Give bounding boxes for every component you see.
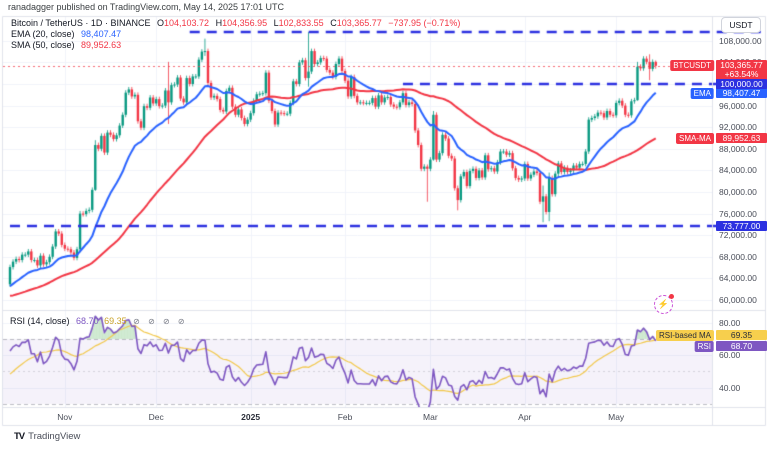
price-tick-label: 60,000.00 (719, 295, 757, 305)
symbol-name: Bitcoin / TetherUS (11, 18, 83, 28)
last-price: 103,365.77 (720, 59, 763, 70)
change-percent: +63.54% (724, 69, 759, 80)
time-tick-month: May (608, 412, 625, 422)
sma-title: SMA (50, close) (11, 40, 75, 50)
line-price-box[interactable]: 100,000.00 (716, 79, 767, 89)
price-tick-label: 76,000.00 (719, 208, 757, 219)
rsi-value-box[interactable]: 68.70 (716, 340, 767, 351)
price-tick-label: 88,000.00 (719, 143, 757, 154)
tradingview-logo-text: TradingView (28, 431, 81, 442)
rsi-legend-row[interactable]: RSI (14, close) 68.70 69.35 ⊘ ⊘ ⊘ ⊘ (10, 316, 188, 326)
lightning-icon: ⚡ (657, 299, 670, 309)
price-tick-label: 108,000.00 (719, 35, 762, 46)
ema-legend-row[interactable]: EMA (20, close) 98,407.47 (11, 29, 460, 40)
time-tick-month: Feb (337, 412, 353, 422)
price-tick-label: 84,000.00 (719, 165, 757, 176)
timeframe: 1D (90, 18, 103, 28)
sma-price-tag[interactable]: SMA-MA (676, 133, 714, 145)
low-value: 102,833.55 (278, 18, 324, 28)
line-price-box[interactable]: 73,777.00 (716, 220, 767, 231)
rsi-value: 68.70 (76, 316, 99, 326)
currency-unit-button[interactable]: USDT (721, 17, 761, 33)
rsi-tag[interactable]: RSI (694, 340, 714, 352)
notification-dot (669, 294, 674, 299)
price-tick-label: 72,000.00 (719, 230, 757, 241)
rsi-tick-label: 60.00 (719, 350, 741, 361)
tradingview-logo[interactable]: TV TradingView (14, 431, 80, 442)
price-tick-label: 92,000.00 (719, 122, 757, 133)
time-tick-month: Mar (423, 412, 438, 422)
price-tick-label: 68,000.00 (719, 251, 757, 262)
ema-price-box[interactable]: 98,407.47 (716, 87, 767, 98)
time-tick-month: Apr (518, 412, 532, 422)
rsi-ma-tag[interactable]: RSI-based MA (655, 329, 714, 341)
exchange: BINANCE (110, 18, 151, 28)
ema-value: 98,407.47 (81, 29, 122, 39)
rsi-ma-value: 69.35 (104, 316, 127, 326)
price-tick-label: 80,000.00 (719, 187, 757, 197)
main-legend: Bitcoin / TetherUS · 1D · BINANCE O104,1… (11, 18, 460, 51)
sma-legend-row[interactable]: SMA (50, close) 89,952.63 (11, 40, 460, 51)
rsi-title: RSI (14, close) (10, 316, 70, 326)
close-value: 103,365.77 (336, 18, 382, 28)
rsi-tick-label: 80.00 (719, 317, 741, 328)
time-tick-month: Nov (57, 412, 73, 422)
tradingview-logo-icon: TV (14, 431, 25, 442)
symbol-price-tag[interactable]: BTCUSDT (670, 59, 714, 71)
price-tick-label: 64,000.00 (719, 273, 757, 284)
indicator-action-icons[interactable]: ⊘ ⊘ ⊘ ⊘ (133, 317, 188, 326)
symbol-legend-row[interactable]: Bitcoin / TetherUS · 1D · BINANCE O104,1… (11, 18, 461, 28)
open-value: 104,103.72 (164, 18, 210, 28)
time-tick-month: Dec (148, 412, 164, 422)
price-tick-label: 96,000.00 (719, 100, 757, 111)
rsi-tick-label: 40.00 (719, 382, 741, 393)
change-value: −737.95 (−0.71%) (388, 18, 461, 28)
rsi-ma-box[interactable]: 69.35 (716, 329, 767, 340)
boost-button[interactable]: ⚡ (654, 294, 674, 314)
sma-price-box[interactable]: 89,952.63 (716, 133, 767, 144)
ema-title: EMA (20, close) (11, 29, 75, 39)
sma-value: 89,952.63 (81, 40, 122, 50)
high-value: 104,356.95 (222, 18, 268, 28)
time-tick-year: 2025 (241, 412, 261, 422)
ema-price-tag[interactable]: EMA (690, 87, 714, 99)
